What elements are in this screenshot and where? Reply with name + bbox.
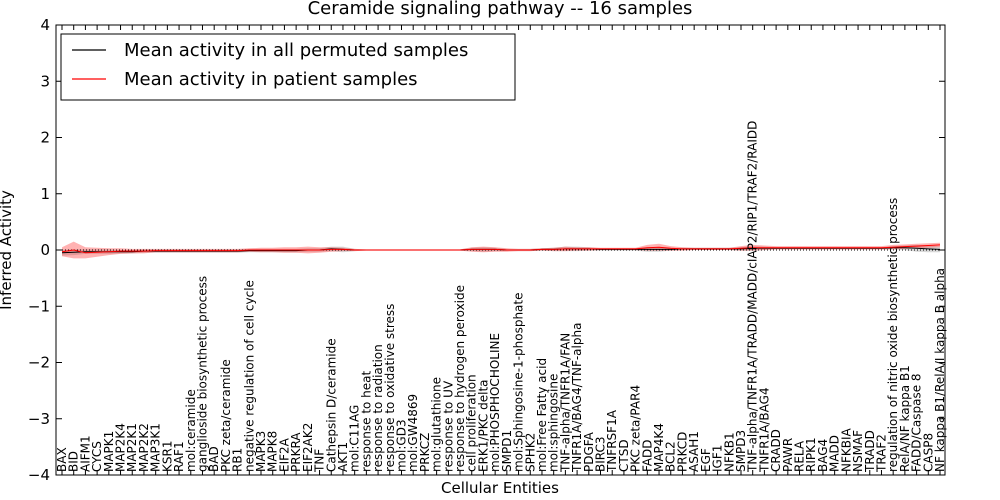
x-tick-label: BCL2 bbox=[664, 441, 678, 472]
x-tick-label: mol:C11AG bbox=[348, 405, 362, 472]
x-tick-label: mol:glutathione bbox=[430, 377, 444, 472]
y-tick-label: −3 bbox=[28, 410, 50, 428]
x-tick-label: TNF-alpha/TNFR1A/TRADD/MADD/cIAP2/RIP1/T… bbox=[746, 121, 760, 473]
x-axis: BAXBIDAIFM1CYCSMAPK1MAP2K4MAP2K1MAP2K2MA… bbox=[55, 25, 947, 475]
x-tick-label: mol:GW4869 bbox=[406, 394, 420, 472]
y-tick-label: 4 bbox=[40, 16, 50, 34]
x-tick-label: SMPD1 bbox=[500, 430, 514, 472]
x-tick-label: regulation of nitric oxide biosynthetic … bbox=[886, 198, 900, 472]
x-tick-label: TNF-alpha/TNFR1A/FAN bbox=[558, 333, 572, 473]
x-tick-label: EIF2A bbox=[277, 437, 291, 472]
x-tick-label: BAX bbox=[55, 447, 69, 472]
x-tick-label: SPHK2 bbox=[523, 433, 537, 472]
x-tick-label: negative regulation of cell cycle bbox=[242, 280, 256, 472]
x-tick-label: mol:GD3 bbox=[395, 419, 409, 472]
legend-box bbox=[60, 33, 516, 101]
x-tick-label: PKC zeta/PAR4 bbox=[629, 385, 643, 472]
x-tick-label: TNF bbox=[313, 449, 327, 473]
x-tick-label: BID bbox=[67, 451, 81, 472]
x-tick-label: CTSD bbox=[617, 439, 631, 472]
x-tick-label: AKT1 bbox=[336, 442, 350, 472]
x-tick-label: PRKRA bbox=[289, 432, 303, 472]
x-tick-label: KSR1 bbox=[160, 441, 174, 472]
x-tick-label: RB1 bbox=[231, 448, 245, 472]
y-tick-label: 2 bbox=[40, 129, 50, 147]
x-tick-label: response to oxidative stress bbox=[383, 304, 397, 472]
x-tick-label: mol:ceramide bbox=[184, 389, 198, 472]
legend: Mean activity in all permuted samples Me… bbox=[60, 33, 516, 101]
y-tick-label: 0 bbox=[40, 241, 50, 259]
x-tick-label: ganglioside biosynthetic process bbox=[196, 276, 210, 472]
x-tick-label: FADD/Caspase 8 bbox=[910, 373, 924, 472]
x-tick-label: PRKCZ bbox=[418, 433, 432, 472]
x-tick-label: RelA/NF kappa B1 bbox=[898, 365, 912, 472]
x-tick-label: NFKBIA bbox=[839, 427, 853, 472]
x-tick-label: RIPK1 bbox=[804, 437, 818, 472]
y-tick-label: −4 bbox=[28, 466, 50, 484]
series-line-patient bbox=[61, 244, 941, 254]
x-tick-label: PDGFA bbox=[582, 431, 596, 472]
x-tick-label: EGF bbox=[699, 448, 713, 472]
x-tick-label: TNFR1A/BAG4/TNF-alpha bbox=[570, 323, 584, 473]
x-tick-label: MAPK1 bbox=[102, 431, 116, 472]
x-tick-label: RAF1 bbox=[172, 441, 186, 472]
y-tick-label: −2 bbox=[28, 354, 50, 372]
x-tick-label: SMPD3 bbox=[734, 430, 748, 472]
x-tick-label: PKC zeta/ceramide bbox=[219, 359, 233, 472]
x-tick-label: NSMAF bbox=[851, 430, 865, 472]
x-tick-label: MAP4K4 bbox=[652, 423, 666, 472]
x-tick-label: MAP3K1 bbox=[149, 423, 163, 472]
x-tick-label: PRKCD bbox=[676, 432, 690, 472]
legend-label-permuted: Mean activity in all permuted samples bbox=[124, 40, 468, 61]
x-tick-label: MAP2K4 bbox=[114, 423, 128, 472]
y-tick-label: 1 bbox=[40, 185, 50, 203]
x-tick-label: FADD bbox=[640, 440, 654, 473]
x-tick-label: MAPK8 bbox=[266, 431, 280, 472]
x-tick-label: response to UV bbox=[441, 380, 455, 472]
x-tick-label: CRADD bbox=[769, 429, 783, 472]
x-tick-label: mol:Free Fatty acid bbox=[535, 358, 549, 472]
series-lines bbox=[56, 244, 945, 254]
x-tick-label: BAD bbox=[207, 446, 221, 472]
x-tick-label: TNFR1A/BAG4 bbox=[757, 387, 771, 473]
x-tick-label: TRADD bbox=[863, 430, 877, 473]
x-tick-label: CYCS bbox=[90, 441, 104, 472]
x-tick-label: response to radiation bbox=[371, 344, 385, 472]
x-tick-label: ERK1/PKC delta bbox=[476, 379, 490, 472]
y-tick-label: 3 bbox=[40, 72, 50, 90]
x-tick-label: RELA bbox=[793, 440, 807, 472]
x-tick-label: AIFM1 bbox=[78, 435, 92, 472]
x-tick-label: IGF1 bbox=[711, 445, 725, 472]
x-axis-label: Cellular Entities bbox=[441, 479, 559, 497]
x-tick-label: response to hydrogen peroxide bbox=[453, 285, 467, 472]
x-tick-label: mol:PHOSPHOCHOLINE bbox=[488, 333, 502, 472]
x-tick-label: mol:Sphingosine-1-phosphate bbox=[512, 293, 526, 473]
x-tick-label: ASAH1 bbox=[687, 431, 701, 472]
x-tick-label: response to heat bbox=[359, 370, 373, 472]
x-tick-label: NF kappa B1/RelA/I kappa B alpha bbox=[933, 268, 947, 472]
y-axis-label: Inferred Activity bbox=[0, 190, 15, 310]
x-tick-label: PAWR bbox=[781, 438, 795, 472]
chart-title: Ceramide signaling pathway -- 16 samples bbox=[308, 0, 693, 19]
x-tick-label: MAP2K2 bbox=[137, 423, 151, 472]
y-tick-label: −1 bbox=[28, 297, 50, 315]
x-tick-label: MADD bbox=[828, 435, 842, 472]
x-tick-label: NFKB1 bbox=[722, 432, 736, 472]
x-tick-label: cell proliferation bbox=[465, 374, 479, 472]
x-tick-label: MAPK3 bbox=[254, 431, 268, 472]
x-tick-label: mol:sphingosine bbox=[547, 374, 561, 472]
x-tick-label: BAG4 bbox=[816, 439, 830, 472]
x-tick-label: TRAF2 bbox=[875, 434, 889, 473]
x-tick-label: BIRC3 bbox=[594, 436, 608, 472]
legend-label-patient: Mean activity in patient samples bbox=[124, 69, 418, 90]
x-tick-label: CASP8 bbox=[921, 433, 935, 472]
x-tick-label: Cathepsin D/ceramide bbox=[324, 338, 338, 472]
x-tick-label: EIF2AK2 bbox=[301, 423, 315, 472]
x-tick-label: TNFRSF1A bbox=[605, 409, 619, 473]
y-axis: 4 3 2 1 0 −1 −2 −3 −4 bbox=[28, 16, 945, 484]
x-tick-label: MAP2K1 bbox=[125, 423, 139, 472]
